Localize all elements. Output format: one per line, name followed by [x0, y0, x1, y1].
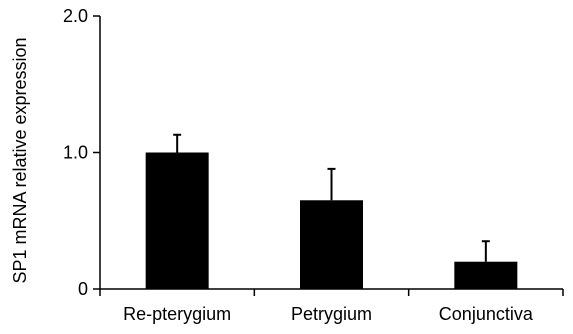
y-axis-title: SP1 mRNA relative expression [10, 37, 30, 283]
bar [300, 200, 363, 289]
x-category-label: Petrygium [291, 304, 372, 324]
bar [145, 152, 209, 289]
y-tick-label: 2.0 [63, 6, 88, 26]
bars [145, 133, 518, 289]
y-tick-label: 1.0 [63, 143, 88, 163]
labels: 0 1.0 2.0 Re-pterygium Petrygium Conjunctiva S… [10, 6, 534, 324]
x-category-label: Re-pterygium [123, 304, 231, 324]
bar [454, 261, 518, 289]
x-category-label: Conjunctiva [439, 304, 534, 324]
y-tick-label: 0 [78, 279, 88, 299]
